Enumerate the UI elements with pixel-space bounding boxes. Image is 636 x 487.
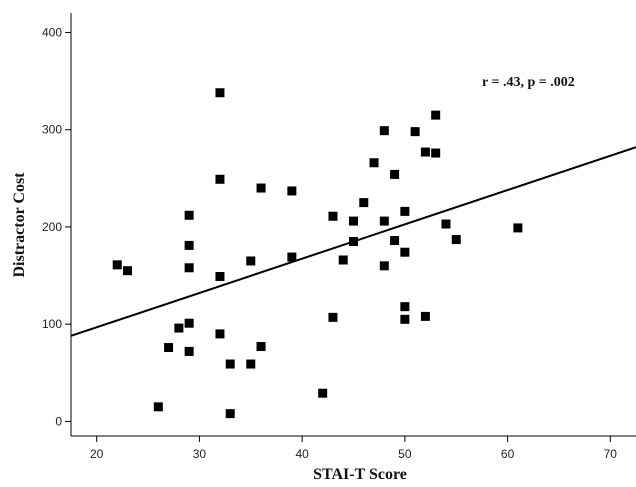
data-point [184,210,194,220]
data-point [246,256,256,266]
data-point [379,216,389,226]
x-axis-ticks: 20 30 40 50 60 70 [90,436,617,461]
data-point [215,88,225,98]
x-tick-label: 40 [295,447,309,461]
x-tick-label: 20 [90,447,104,461]
data-point [410,127,420,137]
x-tick-label: 60 [501,447,515,461]
data-point [287,186,297,196]
data-point [184,240,194,250]
x-axis-title: STAI-T Score [313,466,407,483]
x-tick-label: 70 [604,447,618,461]
data-point [379,261,389,271]
data-point [112,260,122,270]
y-tick-label: 400 [42,25,62,39]
data-point [215,174,225,184]
data-point [174,323,184,333]
data-point [328,211,338,221]
data-point [215,329,225,339]
data-point [400,206,410,216]
data-point [287,252,297,262]
data-point [390,169,400,179]
data-point [513,223,523,233]
data-point [184,263,194,273]
data-point [369,158,379,168]
data-points [112,88,523,419]
y-axis-title: Distractor Cost [11,172,28,278]
data-point [225,409,235,419]
data-point [400,302,410,312]
regression-line [70,146,636,337]
data-point [420,311,430,321]
data-point [318,388,328,398]
data-point [328,312,338,322]
x-tick-label: 50 [398,447,412,461]
data-point [215,272,225,282]
data-point [359,198,369,208]
y-tick-label: 100 [42,317,62,331]
data-point [256,183,266,193]
data-point [153,402,163,412]
data-point [225,359,235,369]
y-axis-ticks: 0 100 200 300 400 [42,25,71,428]
x-tick-label: 30 [193,447,207,461]
correlation-annotation: r = .43, p = .002 [482,75,575,90]
data-point [431,148,441,158]
y-tick-label: 0 [55,414,62,428]
data-point [164,343,174,353]
data-point [420,147,430,157]
data-point [256,342,266,352]
data-point [246,359,256,369]
data-point [390,236,400,246]
data-point [400,247,410,257]
data-point [184,318,194,328]
data-point [184,346,194,356]
data-point [400,314,410,324]
data-point [441,219,451,229]
y-tick-label: 300 [42,123,62,137]
data-point [349,216,358,226]
data-point [123,266,132,276]
data-point [338,255,348,265]
data-point [431,110,441,120]
data-point [379,126,389,136]
data-point [451,235,461,245]
y-tick-label: 200 [42,220,62,234]
